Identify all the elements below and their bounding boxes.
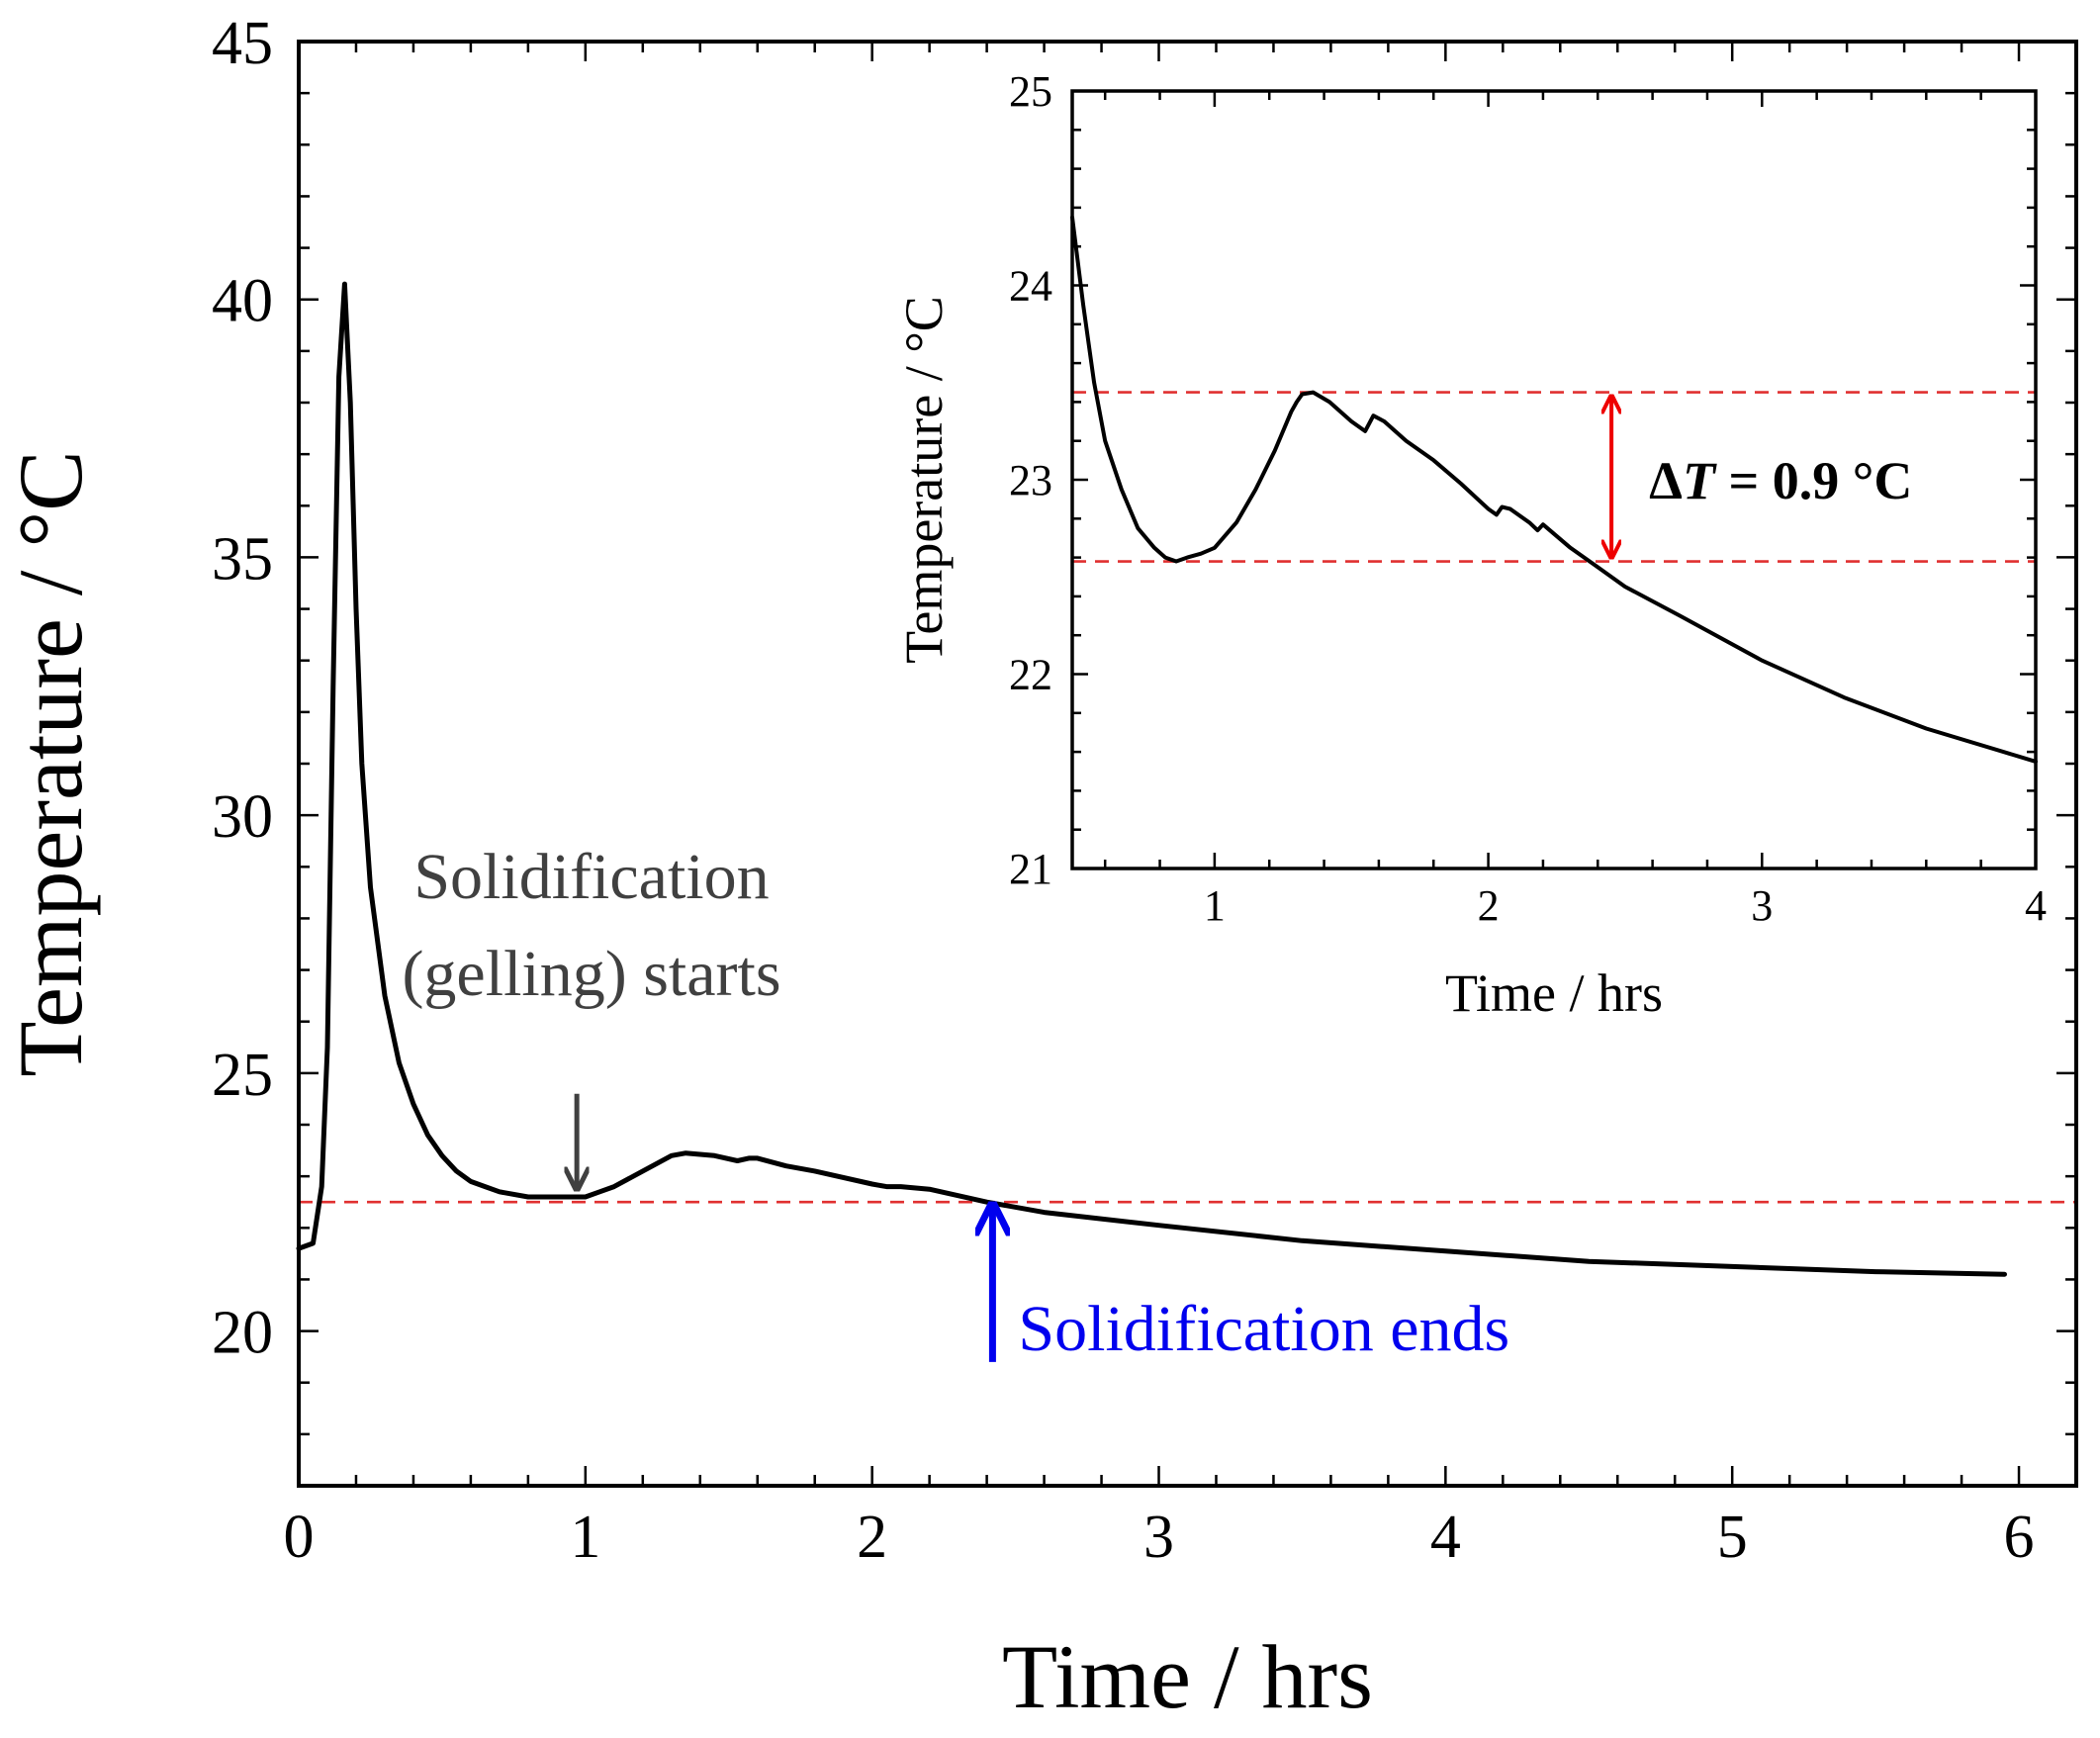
annotation-gelling-start: Solidification bbox=[413, 841, 769, 913]
y-tick-label: 40 bbox=[212, 268, 273, 335]
y-tick-label: 23 bbox=[1009, 456, 1052, 504]
y-tick-label: 45 bbox=[212, 10, 273, 77]
x-tick-label: 0 bbox=[284, 1504, 315, 1571]
x-tick-label: 5 bbox=[1717, 1504, 1748, 1571]
delta-variable: T bbox=[1683, 451, 1717, 510]
y-tick-label: 30 bbox=[212, 783, 273, 851]
plot-frame bbox=[1070, 89, 2038, 870]
annotation-solidification-end: Solidification ends bbox=[1018, 1293, 1509, 1365]
y-tick-label: 24 bbox=[1009, 262, 1052, 311]
x-tick-label: 2 bbox=[1478, 881, 1500, 930]
x-tick-label: 4 bbox=[1430, 1504, 1461, 1571]
x-axis-title: Time / hrs bbox=[1002, 1626, 1373, 1727]
y-tick-label: 21 bbox=[1009, 845, 1052, 893]
x-tick-label: 2 bbox=[857, 1504, 887, 1571]
y-tick-label: 25 bbox=[212, 1042, 273, 1109]
delta-symbol: Δ bbox=[1649, 451, 1683, 510]
x-tick-label: 1 bbox=[1204, 881, 1226, 930]
x-tick-label: 4 bbox=[2025, 881, 2047, 930]
delta-value: = 0.9 °C bbox=[1715, 451, 1912, 510]
y-tick-label: 25 bbox=[1009, 67, 1052, 116]
y-axis-title: Temperature / °C bbox=[894, 296, 954, 664]
y-tick-label: 35 bbox=[212, 525, 273, 593]
y-axis-title: Temperature / °C bbox=[0, 450, 101, 1076]
x-tick-label: 6 bbox=[2004, 1504, 2035, 1571]
x-tick-label: 3 bbox=[1751, 881, 1773, 930]
plot-frame bbox=[297, 40, 2078, 1488]
x-tick-label: 3 bbox=[1143, 1504, 1174, 1571]
inset-background bbox=[1072, 91, 2036, 869]
x-tick-label: 1 bbox=[570, 1504, 600, 1571]
y-tick-label: 22 bbox=[1009, 651, 1052, 699]
y-tick-label: 20 bbox=[212, 1300, 273, 1367]
annotation-gelling-start: (gelling) starts bbox=[402, 938, 780, 1010]
x-axis-title: Time / hrs bbox=[1445, 963, 1663, 1023]
delta-t-label: ΔT = 0.9 °C bbox=[1649, 451, 1912, 510]
temperature-series-line bbox=[1070, 215, 2038, 764]
